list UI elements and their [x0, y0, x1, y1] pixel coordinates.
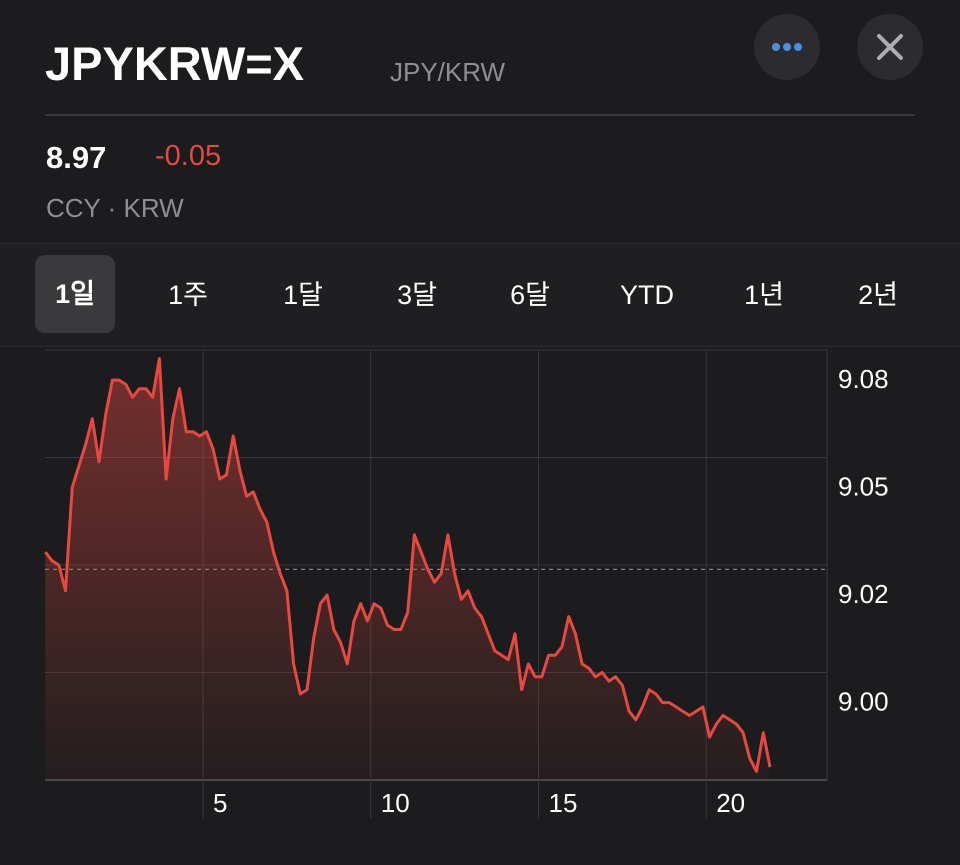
range-tab[interactable]: 1주 — [168, 280, 208, 310]
change: -0.05 — [155, 140, 222, 172]
range-tab[interactable]: 3달 — [397, 280, 437, 310]
y-tick-label: 9.08 — [838, 364, 889, 394]
symbol: JPYKRW=X — [45, 37, 305, 90]
x-tick-label: 10 — [381, 788, 410, 818]
range-tab[interactable]: 1달 — [283, 280, 323, 310]
price: 8.97 — [46, 140, 107, 175]
range-tab[interactable]: 1년 — [744, 280, 784, 310]
x-tick-label: 5 — [213, 788, 227, 818]
price-line — [44, 357, 772, 773]
range-tab[interactable]: 6달 — [510, 280, 550, 310]
range-tabs: 1일 1주 1달 3달 6달 YTD 1년 2년 — [0, 243, 960, 347]
exchange: CCY · KRW — [46, 193, 184, 223]
close-button[interactable] — [855, 13, 925, 83]
x-tick-label: 20 — [716, 788, 745, 818]
range-tab[interactable]: YTD — [620, 280, 674, 310]
y-tick-label: 9.00 — [838, 687, 889, 717]
range-tab[interactable]: 1일 — [35, 255, 115, 333]
symbol-name: JPY/KRW — [390, 57, 506, 87]
area — [45, 358, 771, 780]
x-tick-label: 15 — [548, 788, 577, 818]
y-tick-label: 9.05 — [838, 472, 889, 502]
y-tick-label: 9.02 — [838, 579, 889, 609]
divider — [45, 114, 915, 116]
more-button[interactable] — [752, 13, 822, 83]
range-tab[interactable]: 2년 — [858, 280, 898, 310]
